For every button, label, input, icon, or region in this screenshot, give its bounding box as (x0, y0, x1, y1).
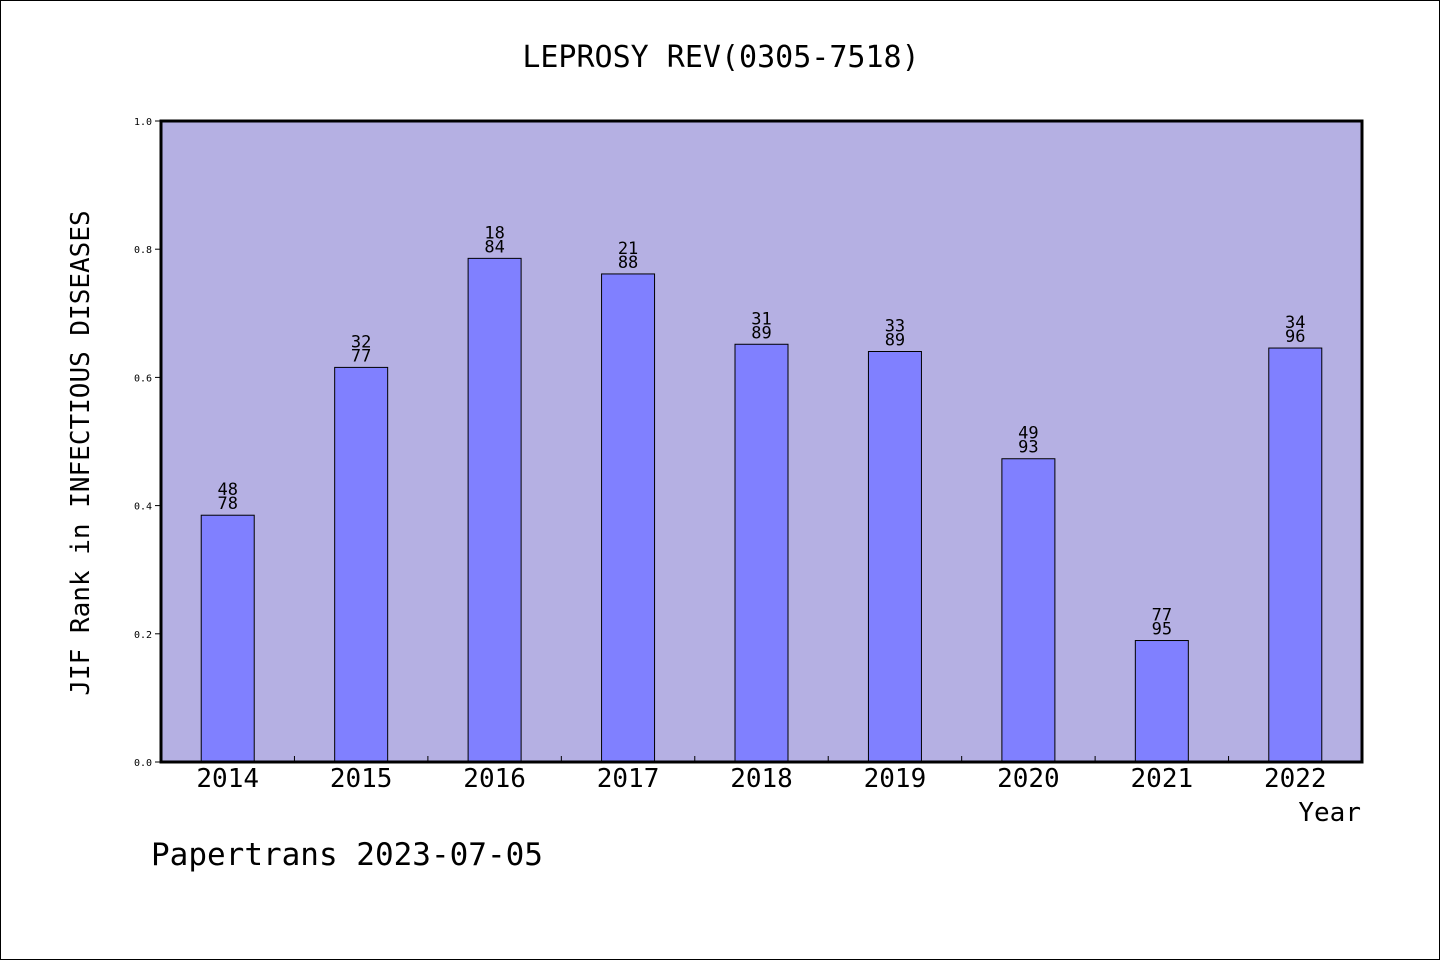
bar-2015 (334, 366, 389, 763)
x-tick-label-2022: 2022 (1264, 764, 1327, 794)
y-tick-label: 1.0 (134, 117, 152, 128)
x-tick-label-2017: 2017 (597, 764, 660, 794)
bar-2022 (1268, 347, 1323, 763)
rank-label-2021: 77 (1152, 606, 1172, 626)
bar-2014 (200, 514, 255, 763)
chart-title: LEPROSY REV(0305-7518) (522, 40, 919, 75)
bar-2021 (1134, 640, 1189, 763)
x-tick-label-2020: 2020 (997, 764, 1060, 794)
rank-label-2019: 33 (885, 317, 905, 337)
x-tick-label-2021: 2021 (1131, 764, 1194, 794)
bar-2020 (1001, 458, 1056, 763)
x-tick-label-2015: 2015 (330, 764, 393, 794)
y-tick-label: 0.0 (134, 758, 152, 769)
y-tick-label: 0.6 (134, 373, 152, 384)
total-label-2021: 95 (1152, 620, 1172, 640)
total-label-2016: 84 (484, 237, 504, 257)
rank-label-2015: 32 (351, 332, 371, 352)
total-label-2020: 93 (1018, 438, 1038, 458)
y-tick-label: 0.8 (134, 245, 152, 256)
bars-group (200, 257, 1323, 763)
total-label-2017: 88 (618, 253, 638, 273)
rank-label-2014: 48 (217, 480, 237, 500)
bar-2018 (734, 343, 789, 763)
rank-label-2017: 21 (618, 239, 638, 259)
bar-2019 (867, 351, 922, 763)
x-tick-label-2016: 2016 (463, 764, 526, 794)
total-label-2014: 78 (217, 494, 237, 514)
x-tick-label-2018: 2018 (730, 764, 793, 794)
total-label-2019: 89 (885, 331, 905, 351)
y-axis: 0.0 0.2 0.4 0.6 0.8 1.0 (134, 117, 161, 769)
bar-2016 (467, 257, 522, 763)
x-tick-label-2019: 2019 (864, 764, 927, 794)
rank-label-2020: 49 (1018, 424, 1038, 444)
y-tick-label: 0.2 (134, 630, 152, 641)
y-tick-label: 0.4 (134, 502, 152, 513)
rank-label-2018: 31 (751, 309, 771, 329)
total-label-2022: 96 (1285, 327, 1305, 347)
x-axis: 2014 2015 2016 2017 2018 2019 2020 2021 2022 (196, 756, 1327, 794)
total-label-2015: 77 (351, 346, 371, 366)
rank-label-2022: 34 (1285, 313, 1305, 333)
y-axis-label: JIF Rank in INFECTIOUS DISEASES (66, 210, 96, 695)
plot-border (159, 119, 1364, 764)
bar-2017 (601, 273, 656, 763)
x-axis-label: Year (1298, 798, 1361, 828)
x-tick-label-2014: 2014 (196, 764, 259, 794)
rank-label-2016: 18 (484, 223, 504, 243)
total-label-2018: 89 (751, 323, 771, 343)
footer-credit: Papertrans 2023-07-05 (151, 837, 543, 873)
